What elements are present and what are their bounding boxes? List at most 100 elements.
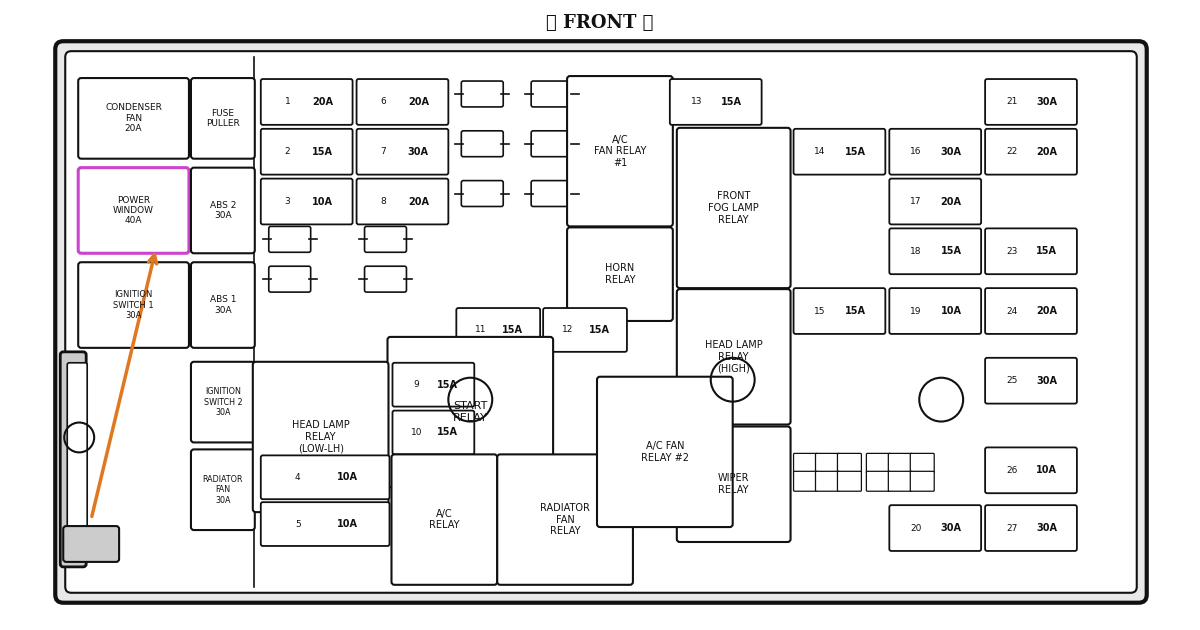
Text: 21: 21 — [1006, 98, 1018, 106]
Text: 15A: 15A — [845, 147, 865, 157]
Text: 14: 14 — [815, 147, 826, 156]
FancyBboxPatch shape — [793, 129, 886, 175]
FancyBboxPatch shape — [78, 168, 188, 253]
FancyBboxPatch shape — [60, 352, 86, 567]
FancyBboxPatch shape — [677, 289, 791, 425]
Text: FRONT
FOG LAMP
RELAY: FRONT FOG LAMP RELAY — [708, 192, 760, 224]
Text: 30A: 30A — [1037, 375, 1057, 386]
FancyBboxPatch shape — [888, 471, 912, 491]
Text: HORN
RELAY: HORN RELAY — [605, 263, 635, 285]
FancyBboxPatch shape — [392, 363, 474, 406]
FancyBboxPatch shape — [456, 308, 540, 352]
Text: 19: 19 — [910, 307, 922, 316]
FancyBboxPatch shape — [365, 226, 407, 252]
Text: 17: 17 — [910, 197, 922, 206]
FancyBboxPatch shape — [985, 505, 1076, 551]
FancyBboxPatch shape — [269, 226, 311, 252]
FancyBboxPatch shape — [568, 227, 673, 321]
Text: 30A: 30A — [941, 147, 961, 157]
Text: 15A: 15A — [1037, 246, 1057, 256]
FancyBboxPatch shape — [356, 79, 449, 125]
FancyBboxPatch shape — [677, 128, 791, 288]
FancyBboxPatch shape — [65, 51, 1136, 593]
Text: 26: 26 — [1006, 466, 1018, 475]
FancyBboxPatch shape — [356, 178, 449, 224]
FancyBboxPatch shape — [889, 505, 982, 551]
Text: 4: 4 — [295, 472, 300, 482]
Text: 30A: 30A — [941, 523, 961, 533]
Text: 15A: 15A — [589, 325, 610, 335]
FancyBboxPatch shape — [253, 362, 389, 512]
Text: IGNITION
SWITCH 1
30A: IGNITION SWITCH 1 30A — [113, 290, 154, 320]
Text: 23: 23 — [1006, 247, 1018, 256]
Text: 1: 1 — [284, 98, 290, 106]
FancyBboxPatch shape — [866, 471, 890, 491]
Text: 〈 FRONT 〉: 〈 FRONT 〉 — [546, 14, 654, 32]
Text: 10A: 10A — [1037, 466, 1057, 475]
Text: 2: 2 — [284, 147, 290, 156]
Text: 20A: 20A — [1037, 147, 1057, 157]
Text: 9: 9 — [413, 380, 419, 389]
Text: 20A: 20A — [408, 197, 428, 207]
FancyBboxPatch shape — [838, 471, 862, 491]
Text: A/C
RELAY: A/C RELAY — [430, 509, 460, 530]
Text: 24: 24 — [1006, 307, 1018, 316]
Text: 20A: 20A — [312, 97, 332, 107]
Text: 7: 7 — [380, 147, 386, 156]
FancyBboxPatch shape — [260, 502, 390, 546]
FancyBboxPatch shape — [793, 471, 817, 491]
FancyBboxPatch shape — [985, 79, 1076, 125]
Text: RADIATOR
FAN
30A: RADIATOR FAN 30A — [203, 475, 244, 505]
FancyBboxPatch shape — [985, 229, 1076, 274]
FancyBboxPatch shape — [911, 471, 935, 491]
Text: IGNITION
SWITCH 2
30A: IGNITION SWITCH 2 30A — [204, 387, 242, 417]
Text: 15A: 15A — [721, 97, 742, 107]
Text: RADIATOR
FAN
RELAY: RADIATOR FAN RELAY — [540, 503, 590, 536]
FancyBboxPatch shape — [388, 337, 553, 487]
Text: 10A: 10A — [941, 306, 961, 316]
Text: 6: 6 — [380, 98, 386, 106]
Text: 30A: 30A — [408, 147, 428, 157]
FancyBboxPatch shape — [568, 76, 673, 226]
Text: 12: 12 — [562, 326, 574, 335]
FancyBboxPatch shape — [64, 526, 119, 562]
FancyBboxPatch shape — [191, 362, 254, 442]
Text: 27: 27 — [1006, 524, 1018, 532]
Text: 10A: 10A — [312, 197, 332, 207]
Text: 11: 11 — [475, 326, 486, 335]
FancyBboxPatch shape — [866, 454, 890, 473]
Text: FUSE
PULLER: FUSE PULLER — [206, 108, 240, 128]
Text: START
RELAY: START RELAY — [452, 401, 487, 423]
FancyBboxPatch shape — [532, 131, 574, 157]
FancyBboxPatch shape — [889, 178, 982, 224]
FancyBboxPatch shape — [793, 288, 886, 334]
Text: 15A: 15A — [845, 306, 865, 316]
Text: 20: 20 — [911, 524, 922, 532]
Text: 20A: 20A — [408, 97, 428, 107]
FancyBboxPatch shape — [461, 131, 503, 157]
FancyBboxPatch shape — [598, 377, 733, 527]
FancyBboxPatch shape — [260, 129, 353, 175]
FancyBboxPatch shape — [78, 78, 188, 159]
FancyBboxPatch shape — [461, 181, 503, 207]
FancyBboxPatch shape — [544, 308, 626, 352]
FancyBboxPatch shape — [392, 411, 474, 454]
Text: HEAD LAMP
RELAY
(LOW-LH): HEAD LAMP RELAY (LOW-LH) — [292, 420, 349, 454]
FancyBboxPatch shape — [911, 454, 935, 473]
FancyBboxPatch shape — [889, 229, 982, 274]
FancyBboxPatch shape — [461, 81, 503, 107]
FancyBboxPatch shape — [793, 454, 817, 473]
Text: A/C FAN
RELAY #2: A/C FAN RELAY #2 — [641, 441, 689, 462]
FancyBboxPatch shape — [391, 454, 497, 585]
FancyBboxPatch shape — [838, 454, 862, 473]
FancyBboxPatch shape — [816, 471, 840, 491]
Text: 30A: 30A — [1037, 97, 1057, 107]
FancyBboxPatch shape — [191, 262, 254, 348]
Text: 5: 5 — [295, 520, 300, 529]
FancyBboxPatch shape — [67, 363, 88, 551]
FancyBboxPatch shape — [260, 178, 353, 224]
Text: CONDENSER
FAN
20A: CONDENSER FAN 20A — [106, 103, 162, 134]
Text: 20A: 20A — [1037, 306, 1057, 316]
FancyBboxPatch shape — [985, 129, 1076, 175]
Text: POWER
WINDOW
40A: POWER WINDOW 40A — [113, 195, 154, 226]
